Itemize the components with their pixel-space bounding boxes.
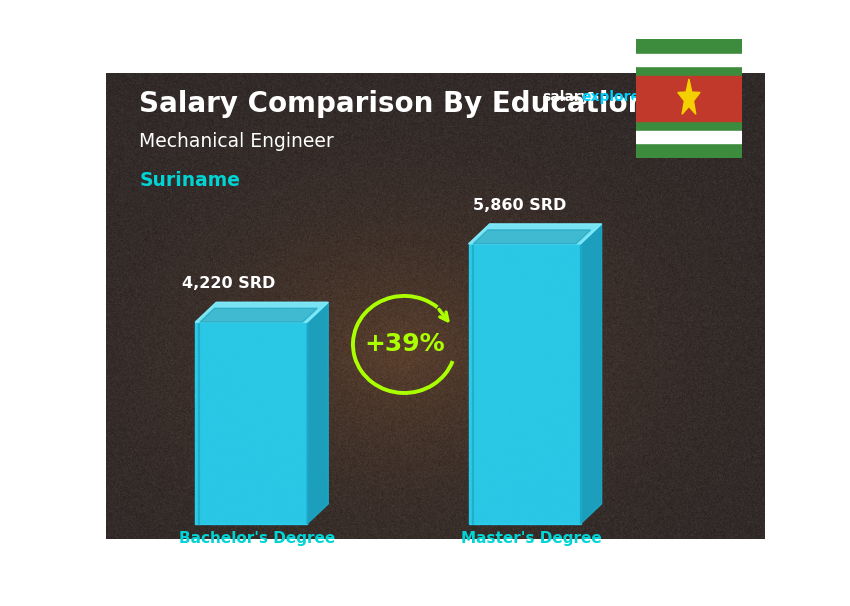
Polygon shape	[677, 79, 700, 115]
Text: Bachelor's Degree: Bachelor's Degree	[179, 531, 336, 546]
Text: Mechanical Engineer: Mechanical Engineer	[139, 132, 334, 151]
Bar	[636, 131, 742, 143]
Bar	[636, 54, 742, 66]
Polygon shape	[468, 224, 602, 244]
Text: .com: .com	[632, 90, 670, 104]
Text: +39%: +39%	[364, 333, 445, 356]
Bar	[636, 76, 742, 121]
Text: explorer: explorer	[582, 90, 648, 104]
Polygon shape	[468, 244, 581, 524]
Text: Suriname: Suriname	[139, 171, 241, 190]
Text: 4,220 SRD: 4,220 SRD	[182, 276, 275, 291]
Text: 5,860 SRD: 5,860 SRD	[473, 198, 566, 213]
Polygon shape	[307, 302, 328, 524]
Polygon shape	[581, 224, 602, 524]
Text: Salary Comparison By Education: Salary Comparison By Education	[139, 90, 648, 118]
Polygon shape	[473, 230, 591, 244]
Polygon shape	[196, 322, 307, 524]
Polygon shape	[196, 302, 328, 322]
Polygon shape	[200, 308, 317, 322]
Text: Average Monthly Salary: Average Monthly Salary	[831, 241, 842, 365]
Text: Master's Degree: Master's Degree	[461, 531, 601, 546]
Text: salary: salary	[542, 90, 590, 104]
